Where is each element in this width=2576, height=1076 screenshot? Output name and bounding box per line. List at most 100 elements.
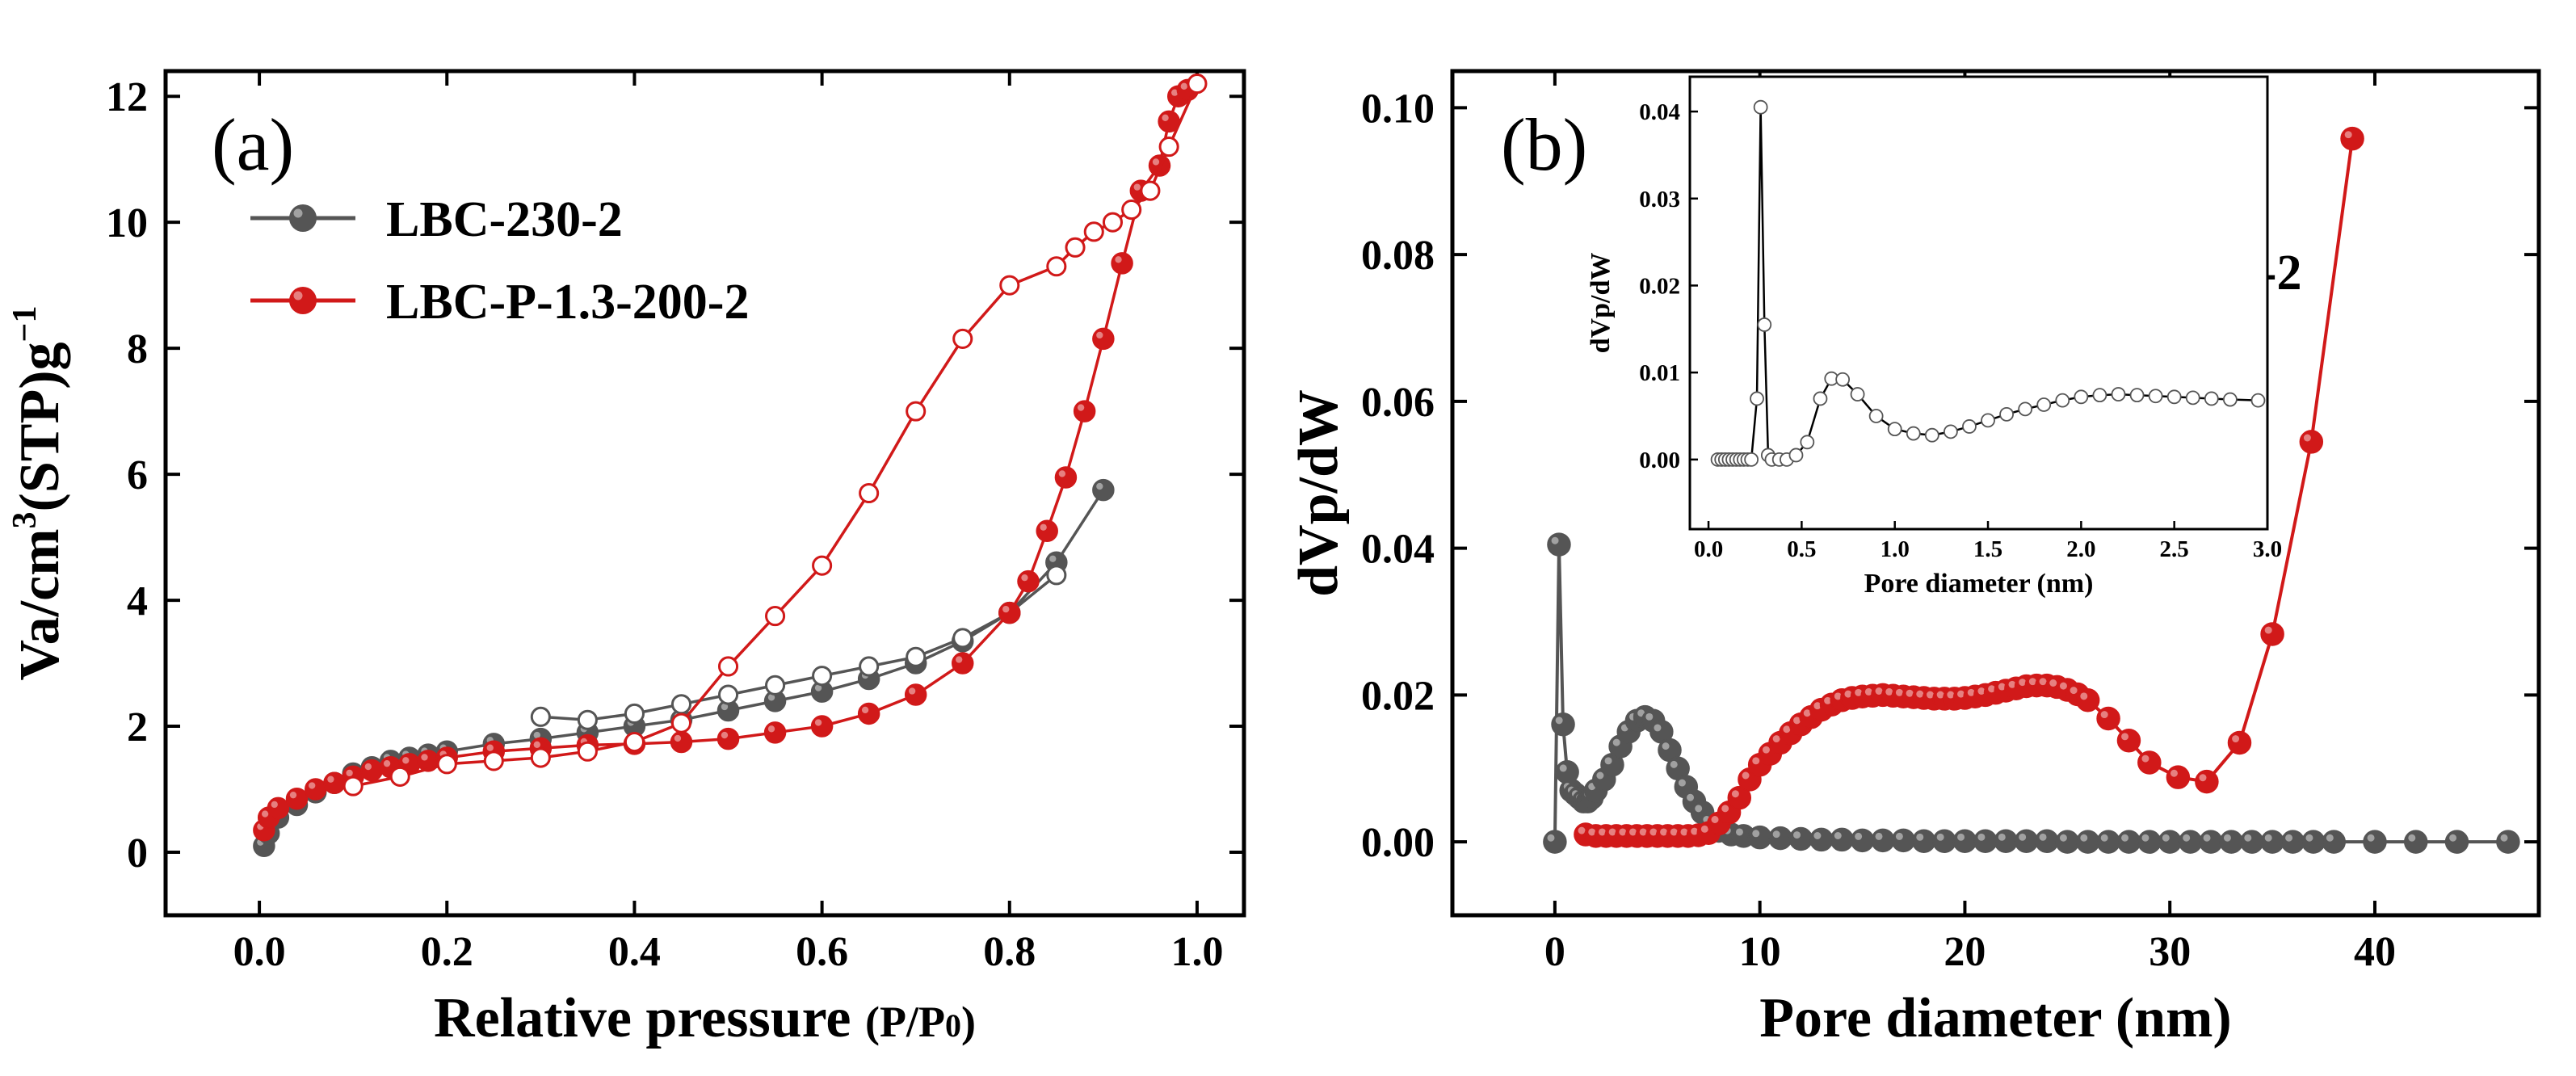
data-point-open xyxy=(717,684,739,705)
data-point-highlight xyxy=(1687,793,1695,801)
data-point-open xyxy=(530,747,551,768)
data-point-highlight xyxy=(1077,404,1085,411)
data-point-highlight xyxy=(1551,536,1559,544)
data-point xyxy=(323,771,346,794)
data-point-open xyxy=(342,775,363,796)
data-point-highlight xyxy=(1660,828,1668,836)
data-point xyxy=(1111,252,1133,275)
data-point-highlight xyxy=(1752,830,1760,838)
data-point-highlight xyxy=(2039,678,2047,686)
inset-x-tick-label: 0.5 xyxy=(1787,536,1816,562)
data-point xyxy=(2116,728,2141,753)
data-point-highlight xyxy=(2019,833,2027,841)
inset-x-tick-label: 0.0 xyxy=(1694,536,1723,562)
data-point xyxy=(1973,829,1998,853)
x-tick-label: 10 xyxy=(1739,929,1781,975)
data-point-highlight xyxy=(1988,685,1996,693)
x-tick-label: 20 xyxy=(1944,929,1986,975)
inset-x-tick-label: 1.5 xyxy=(1973,536,2002,562)
data-point-highlight xyxy=(1096,482,1103,490)
data-point-highlight xyxy=(383,760,391,767)
data-point-highlight xyxy=(1936,691,1944,699)
data-point xyxy=(2096,830,2120,854)
y-tick-label: 6 xyxy=(127,452,148,498)
data-point-highlight xyxy=(1957,833,1965,841)
data-point-open xyxy=(577,741,598,762)
data-point-highlight xyxy=(2080,692,2088,700)
data-point-highlight xyxy=(2203,834,2211,842)
inset-y-tick-label: 0.04 xyxy=(1639,99,1680,125)
legend-marker xyxy=(289,287,317,314)
data-point xyxy=(1727,785,1752,810)
data-point-highlight xyxy=(1559,764,1567,772)
data-point-highlight xyxy=(2500,834,2508,842)
data-point xyxy=(2496,830,2520,854)
data-point xyxy=(1830,827,1854,852)
data-point-open xyxy=(1158,137,1179,158)
data-point-open xyxy=(1121,200,1142,221)
data-point xyxy=(2116,830,2141,854)
legend-label: LBC-P-1.3-200-2 xyxy=(386,275,749,330)
data-point-highlight xyxy=(1813,702,1822,710)
data-point-highlight xyxy=(908,687,916,695)
data-point-open xyxy=(765,606,786,627)
data-point-highlight xyxy=(2039,833,2047,841)
inset-x-tick-label: 3.0 xyxy=(2253,536,2282,562)
data-point-highlight xyxy=(1762,746,1770,754)
data-point-highlight xyxy=(533,731,540,739)
data-point xyxy=(763,721,787,744)
data-point-highlight xyxy=(1895,832,1903,840)
data-point xyxy=(1036,519,1058,543)
data-point-highlight xyxy=(1629,828,1637,836)
data-point-highlight xyxy=(1049,555,1057,562)
data-point xyxy=(304,778,327,801)
inset-data-point xyxy=(2111,387,2126,401)
data-point-highlight xyxy=(767,725,775,733)
inset-x-tick-label: 2.0 xyxy=(2066,536,2095,562)
data-point-highlight xyxy=(1639,828,1647,836)
data-point-open xyxy=(1046,565,1067,586)
data-point-highlight xyxy=(2305,834,2313,842)
data-point xyxy=(1092,478,1115,502)
inset-data-point xyxy=(1757,317,1772,332)
data-point-highlight xyxy=(1977,833,1986,841)
data-point-highlight xyxy=(1895,688,1903,696)
data-point-highlight xyxy=(1783,725,1791,733)
panel-label: (b) xyxy=(1501,103,1587,186)
data-point-highlight xyxy=(1695,805,1703,813)
data-point-highlight xyxy=(1171,89,1179,96)
data-point xyxy=(2299,430,2324,454)
data-point-highlight xyxy=(2019,679,2027,687)
data-point xyxy=(2199,830,2223,854)
data-point-open xyxy=(906,401,927,422)
data-point-highlight xyxy=(1691,827,1699,835)
x-tick-label: 0.4 xyxy=(608,929,661,975)
inset-data-point xyxy=(1924,427,1939,443)
data-point-highlight xyxy=(1793,831,1801,839)
data-point xyxy=(285,787,309,810)
data-point-highlight xyxy=(1875,687,1883,695)
data-point-highlight xyxy=(814,684,822,691)
data-point xyxy=(2444,830,2469,854)
data-point-highlight xyxy=(2008,680,2016,688)
y-tick-label: 10 xyxy=(106,200,148,246)
data-point xyxy=(1871,828,1895,853)
data-point-highlight xyxy=(1813,832,1822,839)
inset-x-axis-title: Pore diameter (nm) xyxy=(1864,569,2094,599)
data-point xyxy=(267,796,290,820)
data-point-highlight xyxy=(364,763,372,771)
data-point xyxy=(1788,826,1813,851)
data-point xyxy=(998,601,1021,624)
inset-data-point xyxy=(1981,413,1995,428)
data-point-highlight xyxy=(1002,605,1010,613)
data-point xyxy=(1809,827,1834,852)
data-point xyxy=(1911,829,1936,853)
plot-frame xyxy=(163,69,1246,918)
data-point-highlight xyxy=(1654,724,1662,732)
legend-label: LBC-230-2 xyxy=(386,192,623,247)
data-point-highlight xyxy=(1957,690,1965,698)
data-point xyxy=(2403,830,2428,854)
data-point xyxy=(2340,126,2364,151)
panel-b-plot: 0 10 20 30 40 0.00 0.02 0.04 0.06 0.08 0.10 Pore di… xyxy=(1288,69,2541,1049)
